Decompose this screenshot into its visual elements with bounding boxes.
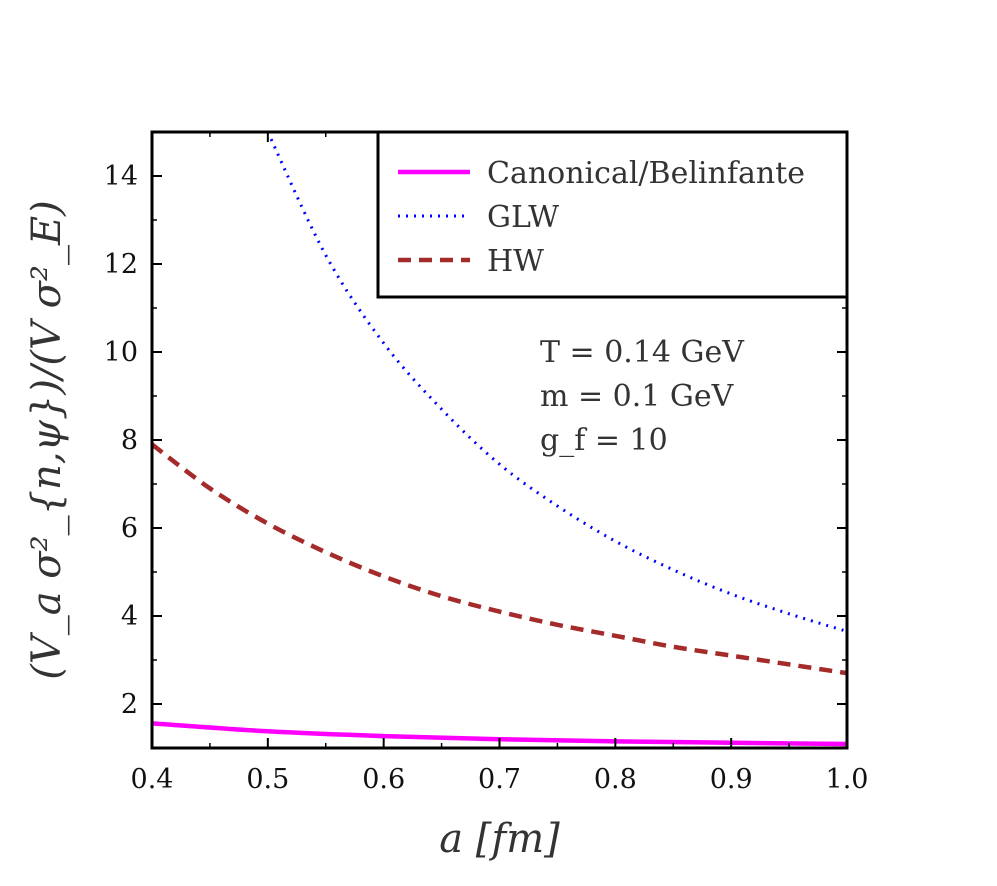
x-tick-label-0: 0.4 (131, 764, 174, 795)
annotation-2: g_f = 10 (540, 423, 668, 458)
y-tick-label-4: 10 (104, 337, 138, 368)
annotation-0: T = 0.14 GeV (540, 335, 745, 370)
y-tick-label-6: 14 (104, 161, 138, 192)
y-tick-label-5: 12 (104, 249, 138, 280)
x-tick-label-5: 0.9 (710, 764, 753, 795)
y-tick-label-3: 8 (121, 425, 138, 456)
x-tick-label-1: 0.5 (246, 764, 289, 795)
x-tick-label-3: 0.7 (478, 764, 521, 795)
legend-label-1: GLW (487, 200, 559, 235)
legend-box (376, 130, 849, 299)
x-axis-title: a [fm] (439, 816, 560, 862)
x-tick-label-6: 1.0 (826, 764, 869, 795)
legend-label-0: Canonical/Belinfante (487, 156, 805, 191)
annotation-1: m = 0.1 GeV (540, 379, 735, 414)
x-tick-label-4: 0.8 (594, 764, 637, 795)
y-tick-label-0: 2 (121, 689, 138, 720)
ticks-layer: 0.4 0.5 0.6 0.7 0.8 0.9 1.0 2 4 6 8 10 12 14 (104, 132, 869, 795)
legend-label-2: HW (487, 244, 544, 279)
x-tick-label-2: 0.6 (362, 764, 405, 795)
y-tick-label-1: 4 (121, 601, 138, 632)
y-tick-label-2: 6 (121, 513, 138, 544)
legend: Canonical/Belinfante GLW HW (376, 130, 849, 299)
series-line-2 (152, 442, 847, 676)
annotations: T = 0.14 GeV m = 0.1 GeV g_f = 10 (540, 335, 745, 458)
y-axis-title: (V_a σ²_{n,ψ})/(V σ²_E) (24, 200, 70, 680)
